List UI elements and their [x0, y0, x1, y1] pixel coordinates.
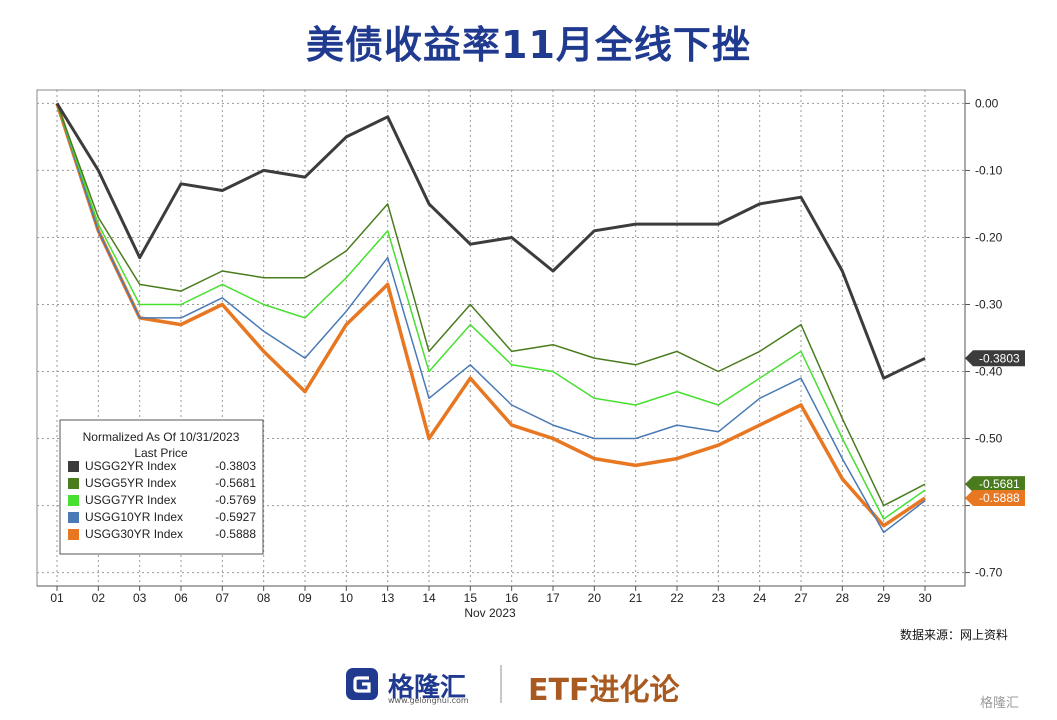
x-tick-label: 17: [546, 591, 560, 605]
y-tick-label: -0.20: [975, 230, 1003, 244]
legend-last-value: -0.3803: [215, 459, 256, 473]
footer-divider: [500, 665, 502, 703]
legend-subheader: Last Price: [134, 446, 188, 460]
last-value-tag: -0.3803: [965, 350, 1025, 367]
footer-tagline: ETF进化论: [528, 673, 680, 708]
legend-series-name: USGG7YR Index: [85, 493, 176, 507]
legend-series-name: USGG10YR Index: [85, 510, 183, 524]
last-value-tag: -0.5888: [965, 490, 1025, 507]
last-value-tag-text: -0.3803: [979, 351, 1020, 365]
x-tick-label: 02: [92, 591, 106, 605]
gelonghui-logo-icon: [346, 668, 378, 700]
y-axis-ticks: 0.00 -0.10 -0.20 -0.30 -0.40 -0.50 -0.70: [965, 96, 1003, 580]
x-tick-label: 13: [381, 591, 395, 605]
legend-swatch: [68, 478, 79, 489]
y-tick-label: -0.40: [975, 365, 1003, 379]
legend-last-value: -0.5927: [215, 510, 256, 524]
brand-domain: www.gelonghui.com: [388, 696, 469, 705]
x-tick-label: 30: [918, 591, 932, 605]
legend-last-value: -0.5888: [215, 527, 256, 541]
legend-swatch: [68, 495, 79, 506]
x-tick-label: 07: [216, 591, 230, 605]
series-lines: [55, 102, 926, 534]
legend-box: [59, 419, 264, 555]
footer: 格隆汇 www.gelonghui.com ETF进化论: [0, 655, 1057, 715]
x-tick-label: 06: [174, 591, 188, 605]
x-axis-label: Nov 2023: [464, 606, 516, 620]
x-tick-label: 03: [133, 591, 147, 605]
x-axis-ticks: 01 02 03 06 07 08 09 10 13 14 15 16 17 20 21 22 23 24 27 28…: [50, 586, 932, 605]
y-tick-label: -0.10: [975, 163, 1003, 177]
legend-swatch: [68, 461, 79, 472]
x-tick-label: 15: [464, 591, 478, 605]
series-line-usgg2yr: [55, 102, 926, 380]
x-tick-label: 16: [505, 591, 519, 605]
legend-last-value: -0.5681: [215, 476, 256, 490]
x-tick-label: 22: [670, 591, 684, 605]
y-tick-label: 0.00: [975, 96, 999, 110]
brand-name: 格隆汇: [388, 673, 467, 703]
last-value-tag-text: -0.5681: [979, 477, 1020, 491]
x-tick-label: 21: [629, 591, 643, 605]
legend-series-name: USGG30YR Index: [85, 527, 183, 541]
x-tick-label: 23: [712, 591, 726, 605]
y-tick-label: -0.70: [975, 566, 1003, 580]
y-tick-label: -0.30: [975, 297, 1003, 311]
last-value-tag-text: -0.5888: [979, 491, 1020, 505]
legend-series-name: USGG5YR Index: [85, 476, 176, 490]
last-value-tag-bg: [965, 476, 1025, 493]
legend-swatch: [68, 512, 79, 523]
legend-items: USGG2YR Index -0.3803 USGG5YR Index -0.5681…: [68, 459, 256, 541]
last-value-tag-bg: [965, 350, 1025, 367]
series-line-usgg30yr: [55, 102, 926, 528]
x-tick-label: 24: [753, 591, 767, 605]
line-chart: 0.00-0.10-0.20-0.30-0.40-0.50-0.70 01 02 0…: [36, 89, 1025, 620]
legend-header: Normalized As Of 10/31/2023: [83, 430, 240, 444]
series-line-usgg7yr: [56, 103, 926, 520]
legend: Normalized As Of 10/31/2023 Last Price U…: [59, 419, 264, 555]
last-value-tag-bg: [965, 490, 1025, 507]
data-source-note: 数据来源：网上资料: [900, 628, 1009, 642]
x-tick-label: 09: [298, 591, 312, 605]
x-tick-label: 20: [588, 591, 602, 605]
chart-title: 美债收益率11月全线下挫: [306, 23, 751, 67]
x-tick-label: 29: [877, 591, 891, 605]
x-tick-label: 01: [50, 591, 64, 605]
last-value-tag: -0.5681: [965, 476, 1025, 493]
x-tick-label: 10: [340, 591, 354, 605]
legend-swatch: [68, 529, 79, 540]
y-tick-label: -0.50: [975, 432, 1003, 446]
x-tick-label: 28: [836, 591, 850, 605]
series-line-usgg5yr: [56, 103, 926, 507]
legend-series-name: USGG2YR Index: [85, 459, 176, 473]
watermark-label: 格隆汇: [980, 696, 1020, 711]
series-line-usgg10yr: [56, 103, 926, 534]
legend-last-value: -0.5769: [215, 493, 256, 507]
x-tick-label: 27: [794, 591, 808, 605]
x-tick-label: 14: [422, 591, 436, 605]
x-tick-label: 08: [257, 591, 271, 605]
last-value-labels: -0.3803 -0.5681-0.5888: [965, 350, 1025, 507]
